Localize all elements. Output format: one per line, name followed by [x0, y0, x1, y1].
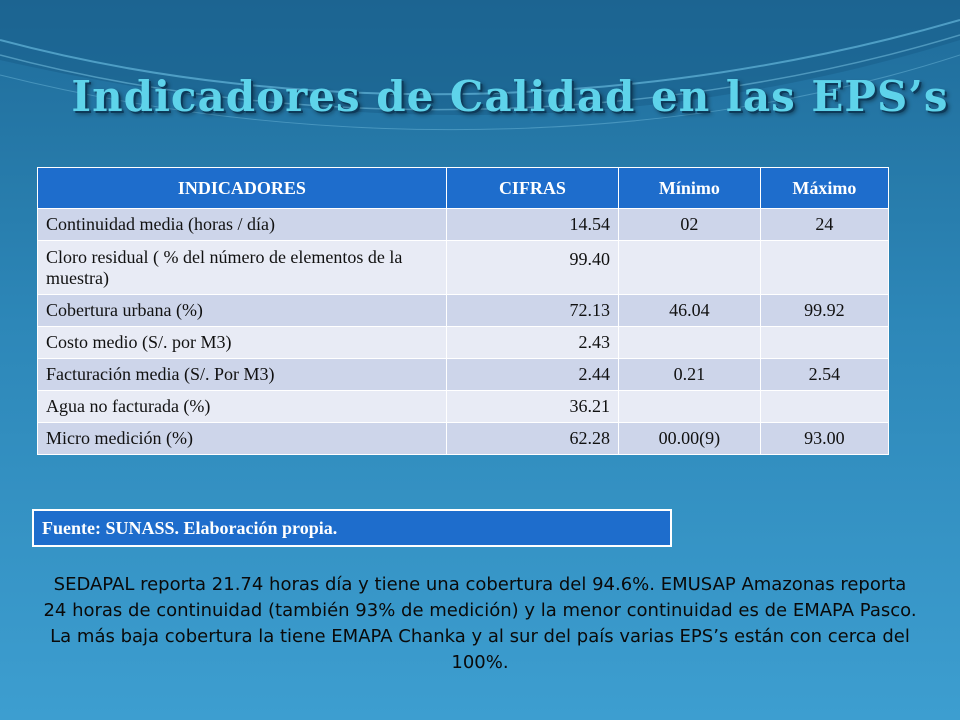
cell-min	[618, 390, 761, 423]
summary-paragraph: SEDAPAL reporta 21.74 horas día y tiene …	[43, 574, 917, 673]
cell-min: 02	[618, 208, 761, 241]
cell-min: 00.00(9)	[618, 422, 761, 455]
cell-indicator: Cloro residual ( % del número de element…	[37, 240, 447, 295]
header-minimo: Mínimo	[618, 167, 761, 209]
cell-indicator: Costo medio (S/. por M3)	[37, 326, 447, 359]
cell-min: 0.21	[618, 358, 761, 391]
header-cifras: CIFRAS	[445, 167, 620, 209]
table-row: Cloro residual ( % del número de element…	[37, 240, 890, 295]
source-caption: Fuente: SUNASS. Elaboración propia.	[32, 509, 672, 547]
indicators-table: INDICADORES CIFRAS Mínimo Máximo Continu…	[37, 167, 890, 455]
table-header-row: INDICADORES CIFRAS Mínimo Máximo	[37, 167, 890, 209]
cell-value: 62.28	[445, 422, 620, 455]
cell-max: 93.00	[759, 422, 890, 455]
cell-value: 2.44	[445, 358, 620, 391]
cell-indicator: Micro medición (%)	[37, 422, 447, 455]
cell-indicator: Facturación media (S/. Por M3)	[37, 358, 447, 391]
cell-value: 36.21	[445, 390, 620, 423]
header-indicadores: INDICADORES	[37, 167, 447, 209]
cell-value: 99.40	[445, 240, 620, 295]
cell-value: 2.43	[445, 326, 620, 359]
cell-max: 2.54	[759, 358, 890, 391]
table-row: Agua no facturada (%) 36.21	[37, 390, 890, 423]
background-swoosh	[0, 0, 960, 131]
cell-max	[759, 326, 890, 359]
table-row: Continuidad media (horas / día) 14.54 02…	[37, 208, 890, 241]
table-row: Micro medición (%) 62.28 00.00(9) 93.00	[37, 422, 890, 455]
table-row: Cobertura urbana (%) 72.13 46.04 99.92	[37, 294, 890, 327]
cell-max: 24	[759, 208, 890, 241]
page-title: Indicadores de Calidad en las EPS’s	[71, 72, 949, 121]
cell-max	[759, 390, 890, 423]
cell-indicator: Continuidad media (horas / día)	[37, 208, 447, 241]
cell-value: 72.13	[445, 294, 620, 327]
table-row: Costo medio (S/. por M3) 2.43	[37, 326, 890, 359]
cell-min	[618, 326, 761, 359]
cell-max: 99.92	[759, 294, 890, 327]
header-maximo: Máximo	[759, 167, 890, 209]
cell-max	[759, 240, 890, 295]
cell-value: 14.54	[445, 208, 620, 241]
cell-indicator: Agua no facturada (%)	[37, 390, 447, 423]
cell-min: 46.04	[618, 294, 761, 327]
cell-indicator: Cobertura urbana (%)	[37, 294, 447, 327]
table-row: Facturación media (S/. Por M3) 2.44 0.21…	[37, 358, 890, 391]
cell-min	[618, 240, 761, 295]
